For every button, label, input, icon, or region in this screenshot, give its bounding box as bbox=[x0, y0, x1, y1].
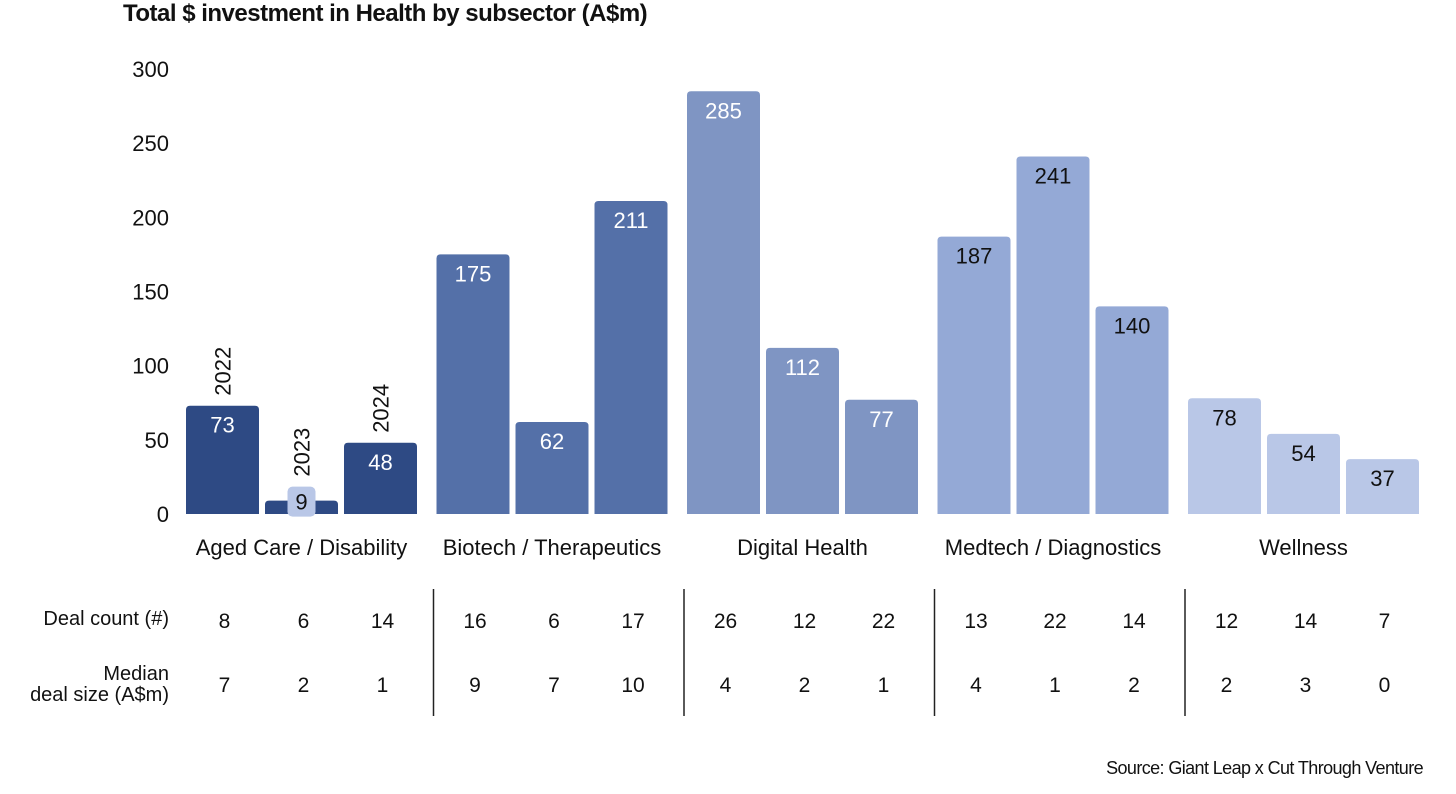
y-tick-label: 300 bbox=[132, 57, 169, 82]
y-tick-label: 0 bbox=[157, 502, 169, 527]
deal-count-cell: 6 bbox=[298, 610, 310, 633]
data-label: 77 bbox=[869, 407, 893, 432]
data-label: 140 bbox=[1114, 313, 1151, 338]
deal-count-cell: 8 bbox=[219, 610, 231, 633]
deal-count-cell: 17 bbox=[621, 610, 644, 633]
year-label: 2023 bbox=[290, 428, 315, 477]
bar bbox=[1095, 306, 1169, 514]
y-tick-label: 250 bbox=[132, 131, 169, 156]
row-label-median: Median bbox=[103, 663, 169, 685]
year-label: 2024 bbox=[369, 384, 394, 433]
chart-title: Total $ investment in Health by subsecto… bbox=[123, 0, 648, 27]
median-deal-size-cell: 2 bbox=[1128, 674, 1140, 697]
deal-count-cell: 12 bbox=[793, 610, 816, 633]
category-label: Medtech / Diagnostics bbox=[945, 535, 1161, 560]
data-label: 285 bbox=[705, 98, 742, 123]
deal-count-cell: 14 bbox=[1122, 610, 1146, 633]
bar bbox=[344, 442, 417, 514]
data-label: 211 bbox=[613, 208, 648, 233]
median-deal-size-cell: 1 bbox=[377, 674, 389, 697]
deal-count-cell: 16 bbox=[463, 610, 486, 633]
data-label: 78 bbox=[1212, 405, 1236, 430]
median-deal-size-cell: 4 bbox=[970, 674, 982, 697]
data-label: 37 bbox=[1370, 466, 1394, 491]
deal-count-cell: 26 bbox=[714, 610, 737, 633]
bar bbox=[186, 405, 259, 514]
bar bbox=[1267, 433, 1340, 514]
data-label: 112 bbox=[785, 355, 820, 380]
median-deal-size-cell: 3 bbox=[1300, 674, 1312, 697]
category-label: Digital Health bbox=[737, 535, 868, 560]
category-label: Wellness bbox=[1259, 535, 1348, 560]
y-tick-label: 100 bbox=[132, 354, 169, 379]
data-label: 241 bbox=[1035, 164, 1072, 189]
data-label: 54 bbox=[1291, 441, 1315, 466]
data-label: 48 bbox=[368, 450, 392, 475]
bar bbox=[594, 201, 668, 514]
median-deal-size-cell: 0 bbox=[1379, 674, 1391, 697]
deal-count-cell: 22 bbox=[1043, 610, 1066, 633]
bar bbox=[1016, 156, 1090, 514]
data-label: 175 bbox=[455, 261, 492, 286]
bar bbox=[766, 347, 839, 514]
data-label: 187 bbox=[956, 244, 993, 269]
deal-count-cell: 6 bbox=[548, 610, 560, 633]
median-deal-size-cell: 4 bbox=[720, 674, 732, 697]
median-deal-size-cell: 7 bbox=[548, 674, 560, 697]
median-deal-size-cell: 1 bbox=[878, 674, 890, 697]
deal-count-cell: 12 bbox=[1215, 610, 1238, 633]
data-label-badge bbox=[287, 486, 316, 517]
median-deal-size-cell: 1 bbox=[1049, 674, 1061, 697]
median-deal-size-cell: 7 bbox=[219, 674, 231, 697]
deal-count-cell: 14 bbox=[371, 610, 395, 633]
deal-count-cell: 14 bbox=[1294, 610, 1318, 633]
source-note: Source: Giant Leap x Cut Through Venture bbox=[1106, 758, 1423, 778]
bar bbox=[1346, 459, 1419, 514]
y-tick-label: 50 bbox=[145, 428, 169, 453]
median-deal-size-cell: 2 bbox=[799, 674, 811, 697]
bar bbox=[515, 422, 589, 514]
deal-count-cell: 7 bbox=[1379, 610, 1391, 633]
deal-count-cell: 13 bbox=[964, 610, 987, 633]
median-deal-size-cell: 9 bbox=[469, 674, 481, 697]
bar bbox=[436, 254, 510, 514]
row-label-deal-count: Deal count (#) bbox=[43, 608, 169, 630]
y-tick-label: 150 bbox=[132, 280, 169, 305]
bar bbox=[937, 236, 1011, 514]
bar bbox=[1188, 398, 1261, 514]
bar bbox=[687, 91, 760, 514]
category-label: Aged Care / Disability bbox=[196, 535, 408, 560]
median-deal-size-cell: 10 bbox=[621, 674, 644, 697]
median-deal-size-cell: 2 bbox=[298, 674, 310, 697]
year-label: 2022 bbox=[211, 347, 236, 396]
y-tick-label: 200 bbox=[132, 205, 169, 230]
data-label: 9 bbox=[295, 490, 307, 515]
category-label: Biotech / Therapeutics bbox=[443, 535, 662, 560]
row-label-median: deal size (A$m) bbox=[30, 684, 169, 706]
data-label: 62 bbox=[540, 429, 564, 454]
data-label: 73 bbox=[210, 413, 234, 438]
median-deal-size-cell: 2 bbox=[1221, 674, 1233, 697]
bar bbox=[845, 399, 918, 514]
deal-count-cell: 22 bbox=[872, 610, 895, 633]
